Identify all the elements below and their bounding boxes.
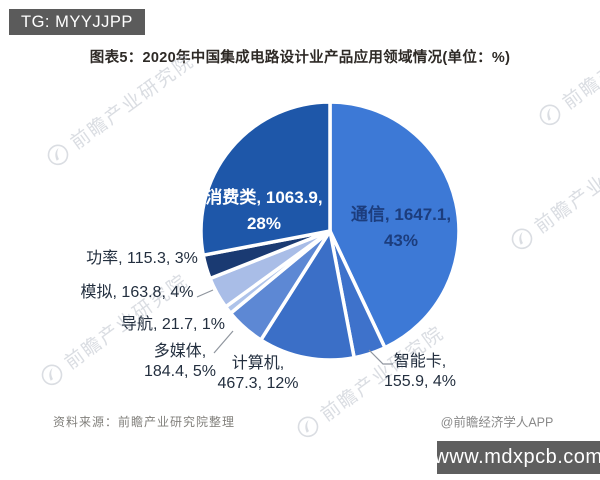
- pie-label-consumer-line1: 消费类, 1063.9,: [205, 188, 323, 207]
- pie-label-smartcard-line2: 155.9, 4%: [383, 373, 457, 390]
- header-tag-label: TG: MYYJJPP: [21, 12, 133, 31]
- pie-label-telecom: 通信, 1647.1, 43%: [351, 202, 451, 254]
- url-watermark-bar: www.mdxpcb.com: [434, 441, 600, 474]
- pie-label-multimedia-line2: 184.4, 5%: [143, 363, 217, 380]
- leader-line-smartcard: [368, 349, 393, 365]
- pie-label-computer: 计算机, 467.3, 12%: [218, 354, 299, 394]
- pie-label-multimedia: 多媒体, 184.4, 5%: [144, 342, 216, 382]
- pie-label-computer-line2: 467.3, 12%: [217, 375, 299, 392]
- pie-slice-0: [328, 100, 461, 350]
- source-note: 资料来源：前瞻产业研究院整理: [53, 415, 236, 429]
- pie-label-power: 功率, 115.3, 3%: [86, 250, 198, 267]
- pie-label-analog: 模拟, 163.8, 4%: [80, 284, 194, 301]
- pie-label-smartcard-line1: 智能卡,: [393, 353, 447, 370]
- header-tag-bar: TG: MYYJJPP: [9, 9, 145, 35]
- pie-label-consumer: 消费类, 1063.9, 28%: [205, 185, 322, 237]
- chart-title: 图表5：2020年中国集成电路设计业产品应用领域情况(单位：%): [89, 50, 511, 66]
- pie-label-consumer-line2: 28%: [246, 214, 282, 233]
- leader-lines-group: [196, 289, 393, 365]
- pie-label-navigation: 导航, 21.7, 1%: [120, 316, 226, 333]
- pie-slices-group: [199, 100, 461, 362]
- credit-note: @前瞻经济学人APP: [440, 415, 554, 430]
- pie-slice-7: [199, 100, 332, 257]
- pie-label-multimedia-line1: 多媒体,: [153, 343, 207, 360]
- pie-label-computer-line1: 计算机,: [231, 355, 285, 372]
- pie-label-telecom-line1: 通信, 1647.1,: [350, 205, 452, 224]
- pie-slice-2: [259, 229, 356, 362]
- leader-line-analog: [196, 289, 214, 298]
- pie-label-telecom-line2: 43%: [383, 231, 419, 250]
- url-watermark-text: www.mdxpcb.com: [434, 446, 600, 468]
- pie-label-smartcard: 智能卡, 155.9, 4%: [384, 352, 456, 392]
- leader-line-multimedia: [213, 330, 234, 354]
